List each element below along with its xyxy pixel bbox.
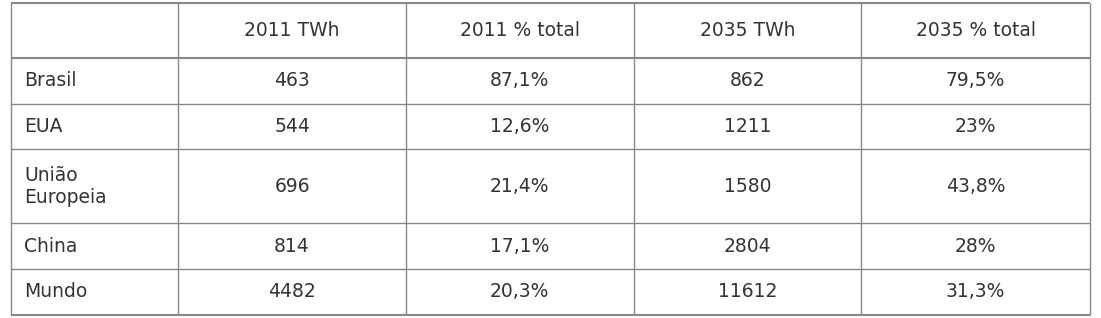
Text: 20,3%: 20,3% — [490, 282, 549, 301]
Text: 2035 % total: 2035 % total — [916, 21, 1036, 40]
Text: Brasil: Brasil — [24, 71, 76, 90]
Text: 814: 814 — [274, 237, 310, 256]
Text: 862: 862 — [730, 71, 765, 90]
Text: 2804: 2804 — [723, 237, 771, 256]
Text: 28%: 28% — [955, 237, 996, 256]
Text: 2011 TWh: 2011 TWh — [244, 21, 340, 40]
Text: 1580: 1580 — [723, 177, 771, 196]
Text: 4482: 4482 — [269, 282, 316, 301]
Text: 87,1%: 87,1% — [490, 71, 549, 90]
Text: 23%: 23% — [955, 117, 996, 136]
Text: 17,1%: 17,1% — [490, 237, 549, 256]
Text: 463: 463 — [274, 71, 310, 90]
Text: China: China — [24, 237, 77, 256]
Text: 21,4%: 21,4% — [490, 177, 549, 196]
Text: 79,5%: 79,5% — [946, 71, 1005, 90]
Text: Mundo: Mundo — [24, 282, 87, 301]
Text: 11612: 11612 — [718, 282, 777, 301]
Text: 1211: 1211 — [723, 117, 771, 136]
Text: 2011 % total: 2011 % total — [460, 21, 580, 40]
Text: 544: 544 — [274, 117, 310, 136]
Text: 43,8%: 43,8% — [946, 177, 1005, 196]
Text: 696: 696 — [274, 177, 309, 196]
Text: União
Europeia: União Europeia — [24, 166, 107, 207]
Text: 31,3%: 31,3% — [946, 282, 1005, 301]
Text: EUA: EUA — [24, 117, 63, 136]
Text: 2035 TWh: 2035 TWh — [699, 21, 795, 40]
Text: 12,6%: 12,6% — [490, 117, 549, 136]
